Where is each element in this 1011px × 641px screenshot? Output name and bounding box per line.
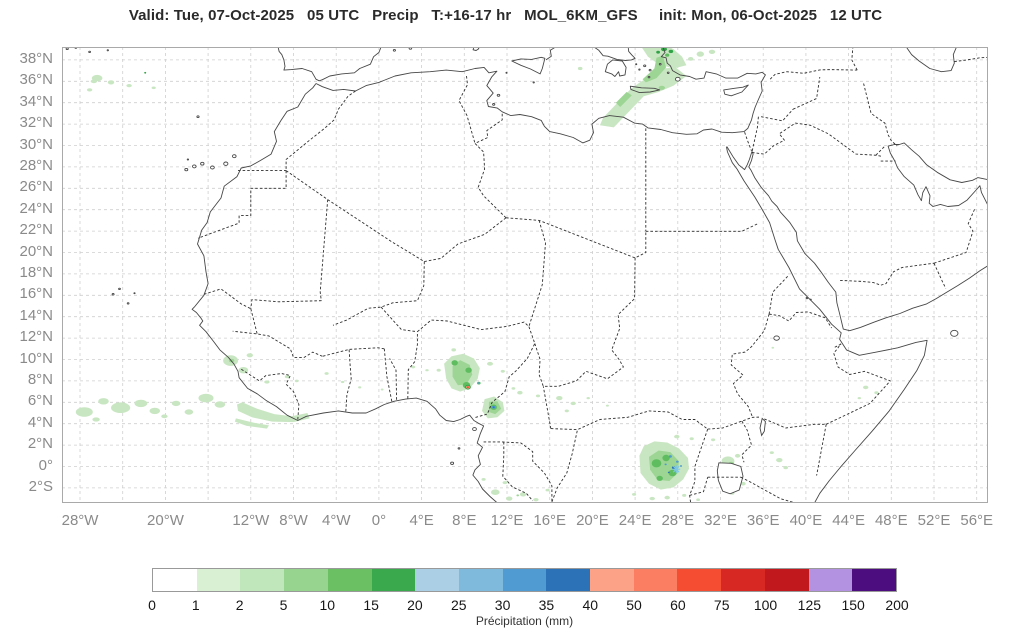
lat-tick-label: 8°N [27, 370, 53, 388]
lon-tick-label: 12°W [232, 512, 270, 529]
colorbar-segment [327, 569, 372, 591]
lat-tick-label: 26°N [19, 178, 53, 196]
lon-tick-label: 44°E [832, 512, 865, 529]
colorbar-segment [196, 569, 241, 591]
lat-tick-label: 22°N [19, 221, 53, 239]
country-borders-layer [197, 47, 988, 503]
lon-tick-label: 12°E [490, 512, 524, 529]
lat-tick-label: 34°N [19, 92, 53, 110]
lon-tick-label: 48°E [874, 512, 908, 529]
colorbar-segment [371, 569, 416, 591]
lon-tick-label: 32°E [704, 512, 737, 529]
colorbar-segment [852, 569, 896, 591]
colorbar-tick-label: 125 [797, 597, 822, 613]
lat-tick-label: 38°N [19, 49, 53, 67]
colorbar-segment [502, 569, 547, 591]
colorbar-segment [590, 569, 634, 591]
colorbar-segment [808, 569, 853, 591]
colorbar-tick-label: 5 [279, 597, 288, 613]
plot-frame [62, 47, 988, 503]
colorbar-segment [458, 569, 503, 591]
colorbar-tick-label: 2 [235, 597, 244, 613]
lat-tick-label: 28°N [19, 156, 53, 174]
colorbar-tick-label: 200 [885, 597, 909, 613]
colorbar-tick-label: 75 [713, 597, 730, 613]
colorbar-segment [546, 569, 591, 591]
colorbar-tick-label: 40 [582, 597, 599, 613]
lon-tick-label: 0° [371, 512, 387, 529]
lat-tick-label: 2°S [28, 477, 53, 495]
lat-tick-label: 36°N [19, 71, 53, 89]
colorbar-segment [764, 569, 809, 591]
colorbar-tick-label: 20 [407, 597, 423, 613]
lat-tick-label: 2°N [27, 435, 53, 453]
map-plot [62, 47, 988, 503]
lat-tick-label: 4°N [27, 413, 53, 431]
colorbar-tick-label: 0 [148, 597, 156, 613]
colorbar-segment [240, 569, 285, 591]
lakes-layer [716, 417, 766, 495]
lat-tick-label: 30°N [19, 135, 53, 153]
lat-tick-label: 18°N [19, 263, 53, 281]
colorbar-segment [721, 569, 765, 591]
lat-tick-label: 6°N [27, 392, 53, 410]
colorbar-tick-label: 25 [450, 597, 467, 613]
colorbar-tick-label: 10 [319, 597, 336, 613]
colorbar [152, 568, 897, 592]
colorbar-segment [677, 569, 722, 591]
lon-tick-label: 28°E [661, 512, 695, 529]
colorbar-tick-label: 50 [626, 597, 642, 613]
lat-tick-label: 32°N [19, 114, 53, 132]
lat-tick-label: 16°N [19, 285, 53, 303]
colorbar-tick-label: 30 [494, 597, 511, 613]
lon-tick-label: 4°E [409, 512, 434, 529]
colorbar-segment [633, 569, 678, 591]
map-title: Valid: Tue, 07-Oct-2025 05 UTC Precip T:… [128, 7, 883, 24]
lat-tick-label: 10°N [19, 349, 53, 367]
lon-tick-label: 4°W [321, 512, 351, 529]
lat-tick-label: 0° [38, 456, 53, 474]
lon-tick-label: 16°E [533, 512, 567, 529]
lon-tick-label: 20°E [576, 512, 609, 529]
lat-tick-label: 24°N [19, 199, 53, 217]
lat-tick-label: 12°N [19, 328, 53, 346]
islands-layer [65, 47, 959, 465]
lon-tick-label: 8°E [452, 512, 477, 529]
colorbar-segment [284, 569, 328, 591]
colorbar-tick-label: 150 [841, 597, 865, 613]
colorbar-segment [415, 569, 459, 591]
coastline-layer [191, 47, 988, 503]
lon-tick-label: 24°E [618, 512, 652, 529]
lat-tick-label: 14°N [19, 306, 53, 324]
lon-tick-label: 28°W [61, 512, 99, 529]
colorbar-title: Précipitation (mm) [475, 614, 574, 628]
lon-tick-label: 8°W [279, 512, 308, 529]
lon-tick-label: 20°W [147, 512, 184, 529]
colorbar-tick-label: 60 [670, 597, 686, 613]
lon-tick-label: 52°E [917, 512, 951, 529]
colorbar-tick-label: 1 [191, 597, 200, 613]
lat-tick-label: 20°N [19, 242, 53, 260]
colorbar-segment [153, 569, 197, 591]
lon-tick-label: 40°E [789, 512, 823, 529]
colorbar-tick-label: 15 [363, 597, 379, 613]
colorbar-tick-label: 35 [538, 597, 555, 613]
lon-tick-label: 56°E [960, 512, 994, 529]
colorbar-tick-label: 100 [753, 597, 778, 613]
lon-tick-label: 36°E [746, 512, 780, 529]
